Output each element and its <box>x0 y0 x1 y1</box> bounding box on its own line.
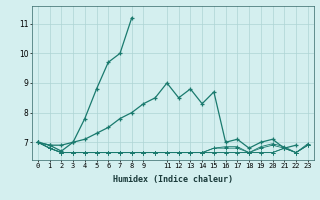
X-axis label: Humidex (Indice chaleur): Humidex (Indice chaleur) <box>113 175 233 184</box>
